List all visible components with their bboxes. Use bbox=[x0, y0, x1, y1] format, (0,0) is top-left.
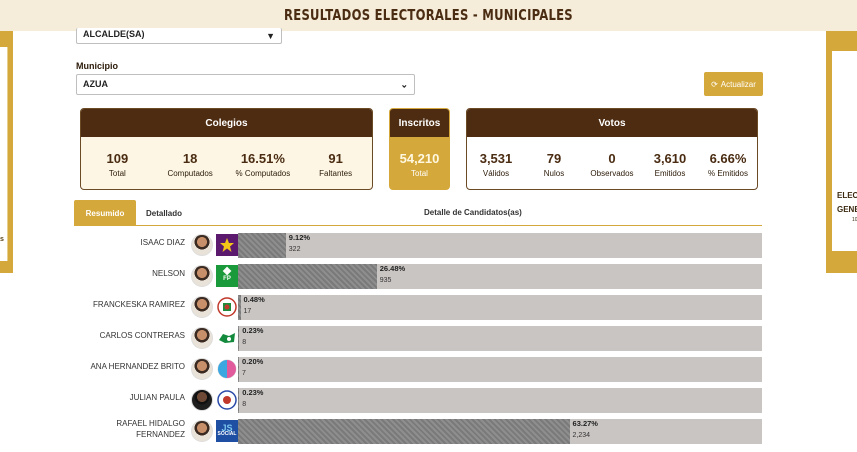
inscritos-card: Inscritos 54,210 Total bbox=[389, 108, 450, 190]
vote-percent: 63.27% bbox=[572, 419, 598, 428]
update-button-label: Actualizar bbox=[720, 79, 756, 89]
vote-count: 8 bbox=[242, 339, 247, 346]
candidate-photo bbox=[191, 265, 213, 287]
candidate-name: FRANCKESKA RAMIREZ bbox=[92, 300, 185, 309]
vote-bar-fill bbox=[238, 419, 570, 444]
colegios-stat: 91 Faltantes bbox=[319, 150, 353, 178]
municipio-label: Municipio bbox=[76, 61, 118, 71]
vote-count: 17 bbox=[243, 308, 252, 315]
inscritos-title: Inscritos bbox=[390, 109, 449, 137]
candidate-row[interactable]: CARLOS CONTRERAS 0.23% 8 bbox=[74, 324, 764, 355]
vote-bar-track bbox=[238, 388, 762, 413]
vote-bar-fill bbox=[238, 388, 240, 413]
right-side-banner[interactable]: ELEC GENE 10 bbox=[826, 31, 857, 273]
candidate-name: ISAAC DIAZ bbox=[140, 238, 185, 247]
candidates-section-title: Detalle de Candidatos(as) bbox=[424, 208, 522, 217]
green-party-icon bbox=[216, 327, 238, 349]
vote-count: 2,234 bbox=[572, 432, 591, 439]
position-select[interactable]: ALCALDE(SA) ▼ bbox=[76, 28, 282, 44]
votos-card: Votos 3,531 Válidos 79 Nulos 0 Observados 3… bbox=[466, 108, 758, 190]
top-header: RESULTADOS ELECTORALES - MUNICIPALES bbox=[0, 0, 857, 31]
vote-count: 8 bbox=[242, 401, 247, 408]
right-banner-text-1: ELEC bbox=[837, 191, 857, 200]
colegios-title: Colegios bbox=[81, 109, 372, 137]
colegios-stat: 16.51%% Computados bbox=[235, 150, 291, 178]
vote-bar-fill bbox=[238, 295, 241, 320]
municipio-select-value: AZUA bbox=[83, 79, 108, 89]
votos-stat: 3,610 Emitidos bbox=[653, 150, 687, 178]
candidate-row[interactable]: FRANCKESKA RAMIREZ 0.48% 17 bbox=[74, 293, 764, 324]
votos-stat: 0 Observados bbox=[590, 150, 634, 178]
tab-detallado[interactable]: Detallado bbox=[145, 208, 182, 218]
candidate-photo bbox=[191, 358, 213, 380]
right-banner-panel bbox=[832, 51, 857, 251]
candidate-photo bbox=[191, 389, 213, 411]
candidate-name: CARLOS CONTRERAS bbox=[99, 331, 185, 340]
vote-bar-track bbox=[238, 357, 762, 382]
vote-bar-fill bbox=[238, 326, 240, 351]
pink-party-icon bbox=[216, 358, 238, 380]
municipio-select[interactable]: AZUA ⌄ bbox=[76, 74, 415, 95]
chevron-down-icon: ⌄ bbox=[400, 79, 408, 89]
vote-count: 322 bbox=[288, 246, 301, 253]
candidate-name: ANA HERNANDEZ BRITO bbox=[90, 362, 185, 371]
star-party-icon bbox=[216, 234, 238, 256]
vote-bar-fill bbox=[238, 264, 377, 289]
left-banner-text: s bbox=[0, 236, 4, 243]
left-side-banner[interactable]: s bbox=[0, 31, 13, 273]
circle-party-icon bbox=[216, 389, 238, 411]
vote-percent: 0.23% bbox=[242, 326, 264, 335]
candidate-row[interactable]: JULIAN PAULA 0.23% 8 bbox=[74, 386, 764, 417]
candidate-photo bbox=[191, 327, 213, 349]
position-select-value: ALCALDE(SA) bbox=[83, 29, 145, 39]
vote-bar-track bbox=[238, 326, 762, 351]
vote-count: 935 bbox=[379, 277, 392, 284]
candidate-row[interactable]: ANA HERNANDEZ BRITO 0.20% 7 bbox=[74, 355, 764, 386]
candidate-row[interactable]: NELSON ❖ FP 26.48% 935 bbox=[74, 262, 764, 293]
vote-percent: 0.23% bbox=[242, 388, 264, 397]
fp-party-icon: ❖ FP bbox=[216, 265, 238, 287]
shield-party-icon bbox=[216, 296, 238, 318]
votos-stat: 6.66%% Emitidos bbox=[707, 150, 748, 178]
update-button[interactable]: ⟳ Actualizar bbox=[704, 72, 763, 96]
results-tabs: Resumido Detallado Detalle de Candidatos… bbox=[74, 200, 762, 226]
candidate-row[interactable]: ISAAC DIAZ 9.12% 322 bbox=[74, 231, 764, 262]
social-party-icon: JS SOCIAL bbox=[216, 420, 238, 442]
candidate-name: RAFAEL HIDALGO FERNANDEZ bbox=[116, 419, 185, 439]
vote-bar-track bbox=[238, 264, 762, 289]
right-banner-text-2: GENE bbox=[837, 205, 857, 214]
inscritos-stat: 54,210 Total bbox=[399, 150, 440, 178]
left-banner-panel bbox=[0, 47, 8, 261]
candidate-photo bbox=[191, 420, 213, 442]
candidate-name: NELSON bbox=[152, 269, 185, 278]
vote-percent: 9.12% bbox=[288, 233, 311, 242]
votos-stat: 79 Nulos bbox=[543, 150, 565, 178]
vote-bar-track bbox=[238, 295, 762, 320]
vote-percent: 0.20% bbox=[242, 357, 264, 366]
votos-stat: 3,531 Válidos bbox=[479, 150, 513, 178]
colegios-stat: 109 Total bbox=[106, 150, 129, 178]
page-title: RESULTADOS ELECTORALES - MUNICIPALES bbox=[284, 6, 573, 24]
candidate-name: JULIAN PAULA bbox=[129, 393, 185, 402]
candidate-photo bbox=[191, 296, 213, 318]
votos-title: Votos bbox=[467, 109, 757, 137]
vote-bar-fill bbox=[238, 233, 286, 258]
right-banner-text-3: 10 bbox=[852, 217, 857, 223]
colegios-stat: 18 Computados bbox=[167, 150, 213, 178]
colegios-card: Colegios 109 Total 18 Computados 16.51%% C… bbox=[80, 108, 373, 190]
refresh-icon: ⟳ bbox=[711, 79, 718, 89]
vote-bar-track bbox=[238, 419, 762, 444]
vote-count: 7 bbox=[242, 370, 246, 377]
vote-bar-fill bbox=[238, 357, 240, 382]
candidate-photo bbox=[191, 234, 213, 256]
tab-resumido[interactable]: Resumido bbox=[74, 200, 136, 226]
vote-bar-track bbox=[238, 233, 762, 258]
vote-percent: 26.48% bbox=[379, 264, 406, 273]
vote-percent: 0.48% bbox=[243, 295, 265, 304]
candidate-row[interactable]: RAFAEL HIDALGO FERNANDEZ JS SOCIAL 63.27%… bbox=[74, 417, 764, 448]
chevron-down-icon: ▼ bbox=[266, 30, 275, 41]
